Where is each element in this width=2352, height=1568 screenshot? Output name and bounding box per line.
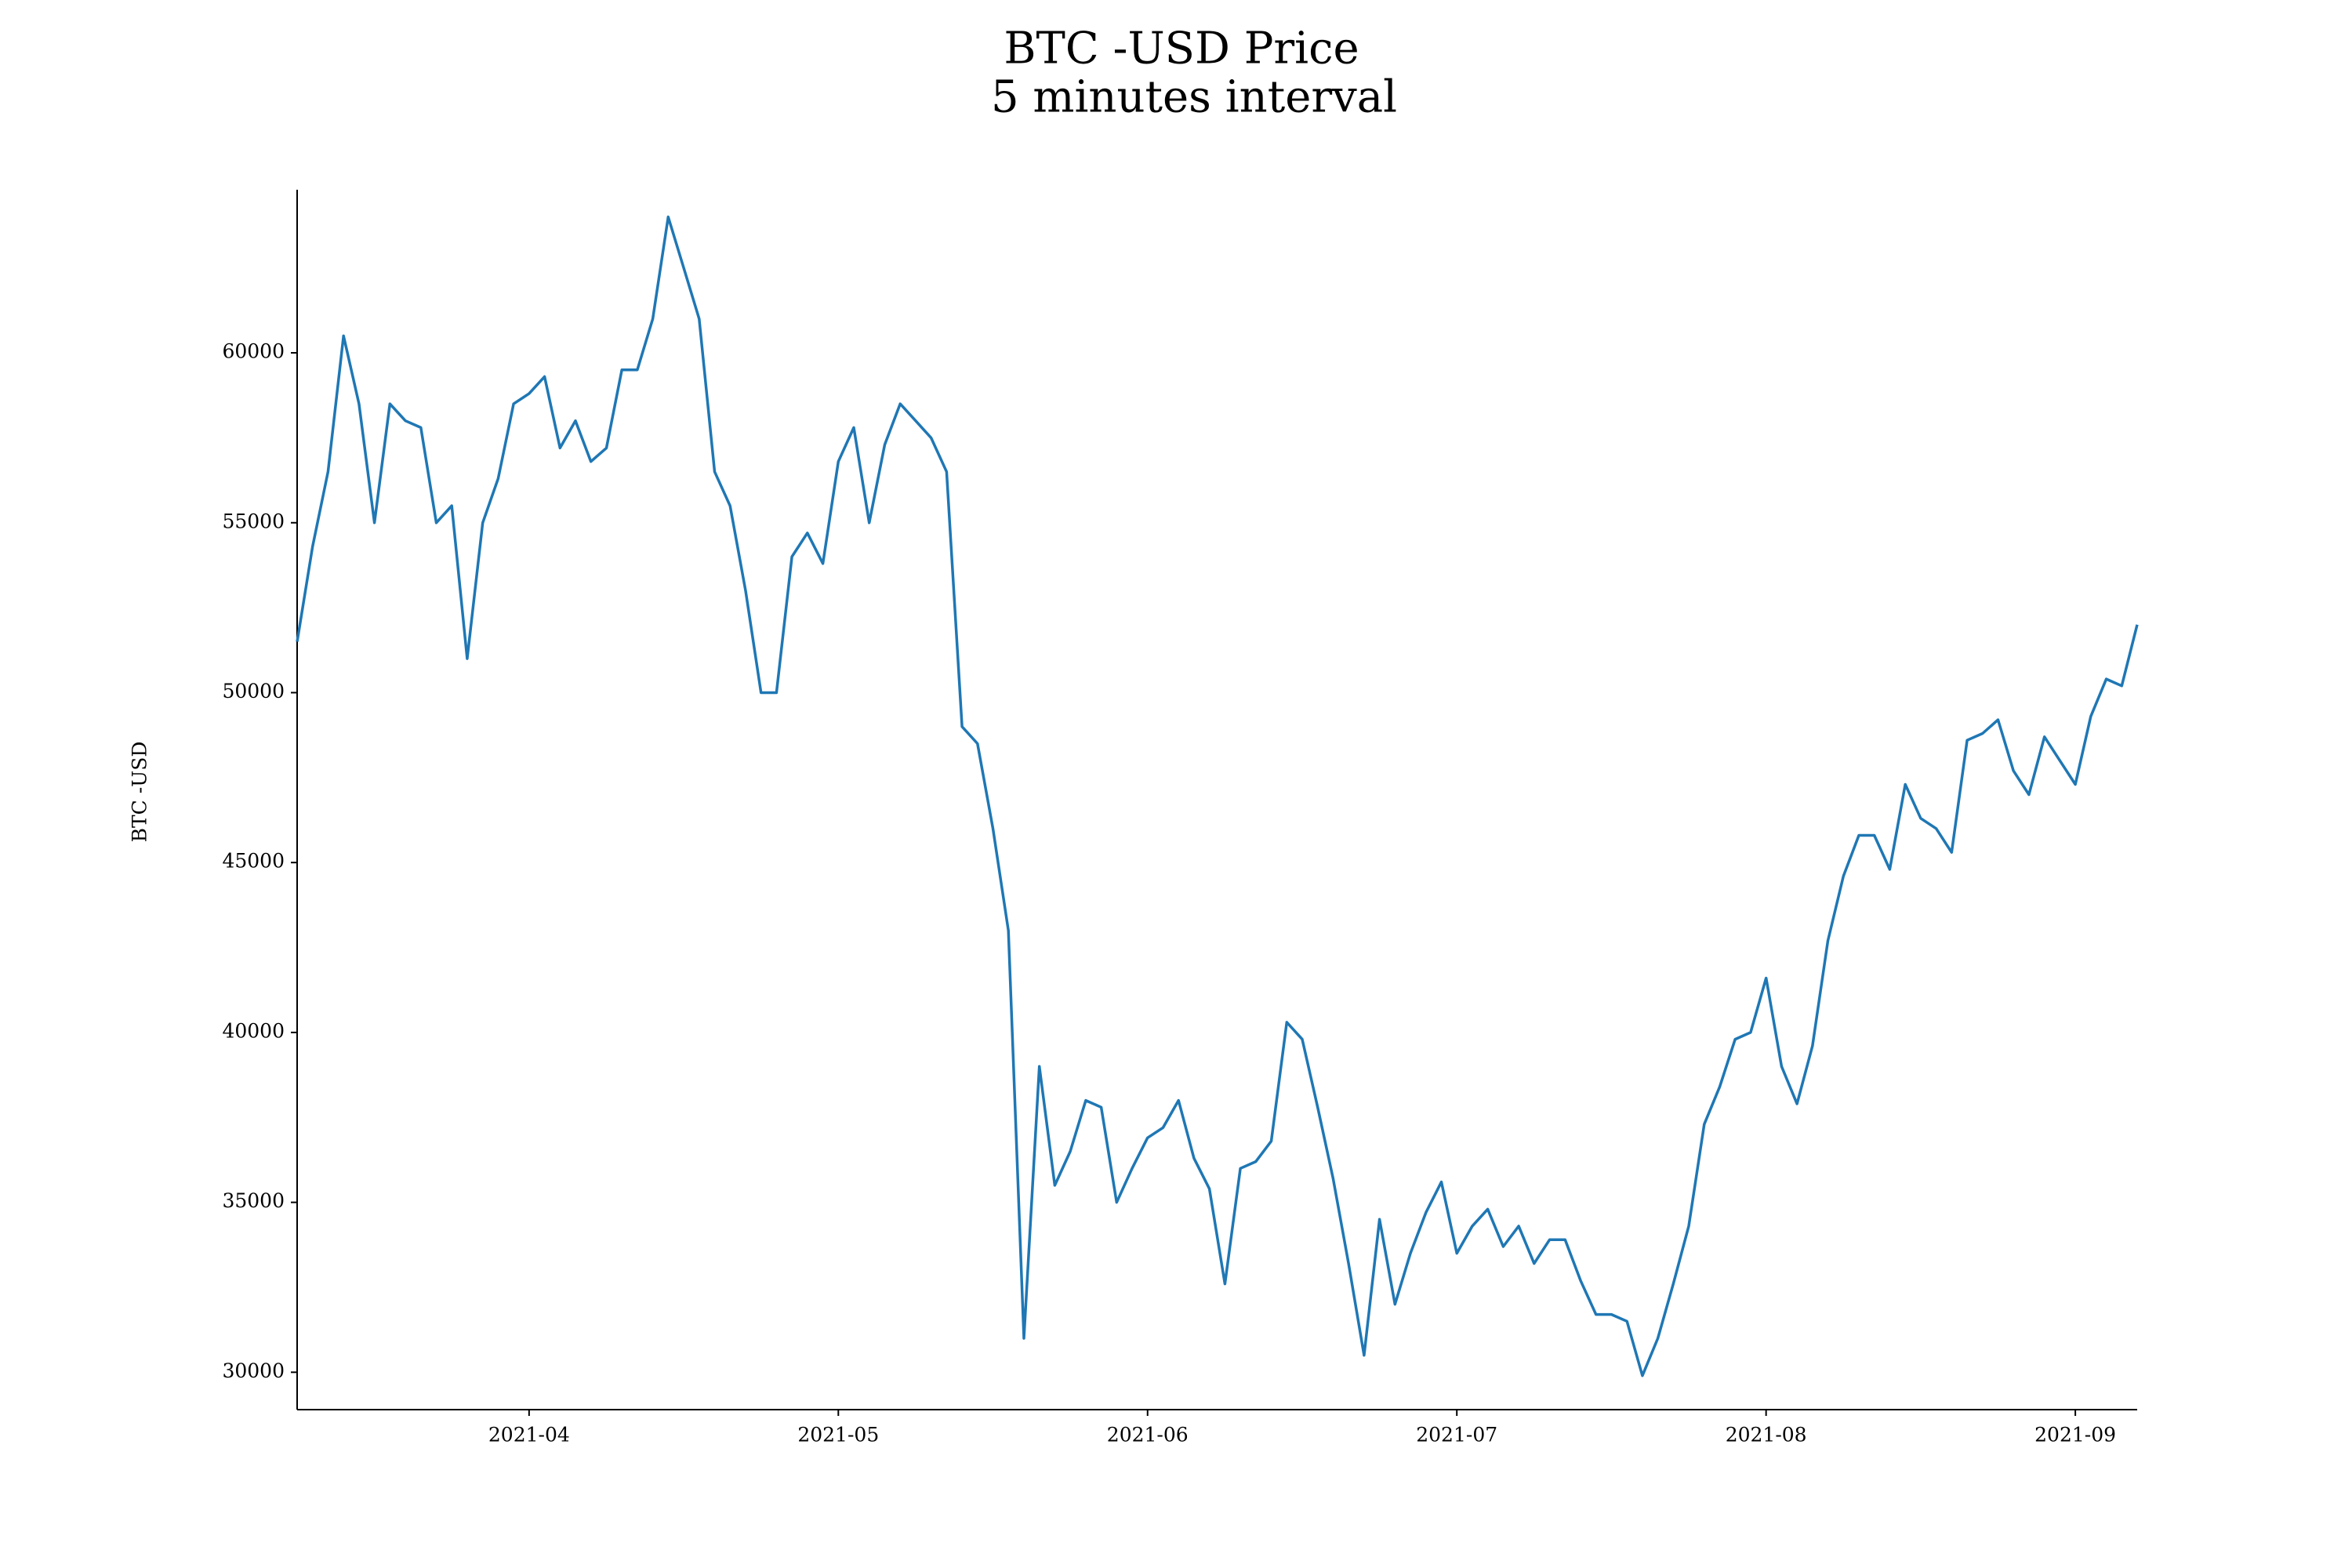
x-tick-label: 2021-07 xyxy=(1416,1424,1497,1446)
x-tick-label: 2021-09 xyxy=(2034,1424,2116,1446)
chart-subtitle: 5 minutes interval xyxy=(991,72,1397,123)
y-tick-label: 40000 xyxy=(222,1019,285,1042)
x-tick-label: 2021-08 xyxy=(1726,1424,1807,1446)
y-axis-label: BTC -USD xyxy=(129,742,151,843)
y-tick-label: 35000 xyxy=(222,1189,285,1212)
y-tick-label: 50000 xyxy=(222,680,285,702)
x-tick-label: 2021-06 xyxy=(1107,1424,1189,1446)
chart-title: BTC -USD Price xyxy=(1004,24,1359,74)
price-line xyxy=(296,215,2139,1377)
y-tick-label: 60000 xyxy=(222,340,285,363)
y-tick-label: 55000 xyxy=(222,510,285,532)
y-tick-label: 30000 xyxy=(222,1359,285,1382)
x-tick-label: 2021-05 xyxy=(797,1424,879,1446)
y-tick-label: 45000 xyxy=(222,850,285,873)
x-tick-label: 2021-04 xyxy=(488,1424,570,1446)
